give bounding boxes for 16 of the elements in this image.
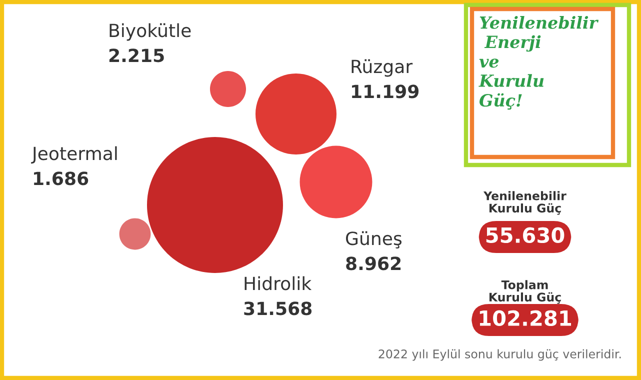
data-label: 31.568 <box>244 302 312 316</box>
text: 2022 yılı Eylül sonu kurulu güç verileridir. <box>378 349 621 361</box>
text: 55.630 <box>486 227 564 244</box>
text: Toplam Kurulu Güç <box>489 280 561 304</box>
data-label: 11.199 <box>352 84 419 98</box>
category-label: Rüzgar <box>352 59 413 77</box>
category-label: Güneş <box>346 231 402 248</box>
text: 102.281 <box>480 310 572 326</box>
category-label: Biyokütle <box>110 23 191 41</box>
data-label: 8.962 <box>346 256 401 270</box>
category-label: Hidrolik <box>244 276 312 290</box>
category-label: Jeotermal <box>31 146 117 164</box>
data-label: 1.686 <box>34 172 88 186</box>
text: Yenilenebilir Enerji ve Kurulu Güç! <box>478 16 599 110</box>
data-label: 2.215 <box>109 48 164 62</box>
text: Yenilenebilir Kurulu Güç <box>483 191 566 215</box>
